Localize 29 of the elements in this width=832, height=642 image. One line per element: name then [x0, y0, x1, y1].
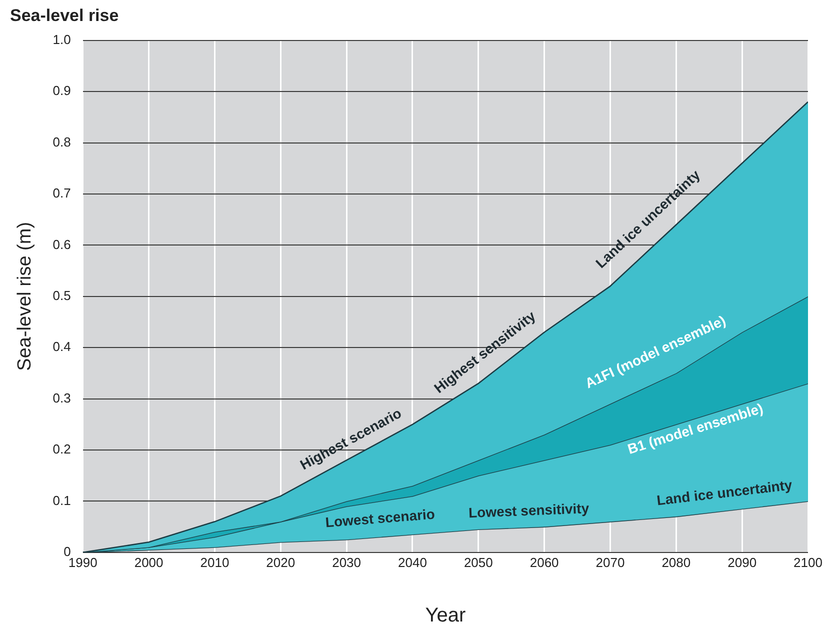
x-tick-label: 1990: [68, 554, 98, 570]
y-tick-label: 1.0: [52, 32, 71, 47]
y-tick-label: 0.8: [52, 134, 71, 150]
y-tick-label: 0.4: [52, 339, 71, 354]
x-tick-label: 2070: [596, 554, 625, 570]
chart-title: Sea-level rise: [10, 6, 119, 25]
x-tick-label: 2000: [134, 554, 164, 570]
x-tick-label: 2020: [266, 554, 296, 570]
y-tick-label: 0.1: [52, 492, 71, 508]
x-tick-label: 2050: [464, 554, 493, 570]
x-tick-label: 2030: [332, 554, 362, 570]
y-tick-label: 0.3: [52, 390, 71, 406]
x-tick-label: 2080: [662, 554, 691, 570]
x-tick-label: 2010: [200, 554, 230, 570]
y-tick-label: 0.6: [52, 236, 71, 252]
x-tick-label: 2090: [728, 554, 757, 570]
x-tick-label: 2040: [398, 554, 427, 570]
x-axis-title: Year: [425, 604, 466, 627]
annotation: Lowest sensitivity: [468, 500, 590, 521]
x-tick-label: 2060: [530, 554, 559, 570]
y-tick-label: 0.5: [52, 288, 71, 303]
y-tick-label: 0.9: [52, 83, 71, 98]
y-tick-label: 0.7: [52, 186, 71, 201]
annotation: Lowest scenario: [324, 506, 436, 530]
y-tick-label: 0.2: [52, 442, 71, 457]
y-tick-label: 0: [64, 544, 71, 559]
y-axis-title: Sea-level rise (m): [14, 222, 36, 371]
annotation: Land ice uncertainty: [656, 476, 794, 508]
x-tick-label: 2100: [794, 554, 822, 570]
